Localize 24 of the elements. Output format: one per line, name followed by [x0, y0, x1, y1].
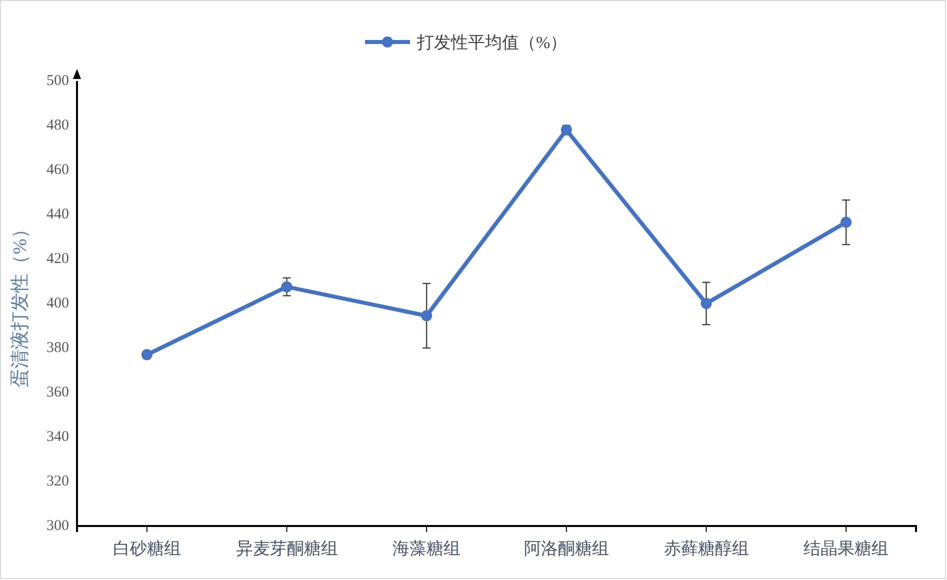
- y-tick-label: 440: [46, 206, 69, 222]
- y-axis-title: 蛋清液打发性（%）: [9, 220, 31, 388]
- y-tick-label: 300: [46, 518, 69, 534]
- x-tick-label: 赤藓糖醇组: [664, 539, 749, 558]
- legend-label: 打发性平均值（%）: [416, 33, 568, 52]
- y-tick-label: 380: [46, 340, 69, 356]
- x-tick-label: 海藻糖组: [392, 539, 461, 558]
- y-tick-label: 340: [46, 429, 69, 445]
- x-tick-label: 白砂糖组: [112, 539, 181, 558]
- x-tick-label: 异麦芽酮糖组: [236, 539, 338, 558]
- y-tick-label: 420: [46, 251, 69, 267]
- y-tick-label: 320: [46, 474, 69, 490]
- point: [421, 310, 432, 322]
- y-tick-label: 400: [46, 296, 69, 312]
- y-tick-label: 500: [46, 73, 69, 89]
- point: [141, 349, 152, 360]
- point: [700, 298, 712, 309]
- point: [281, 281, 292, 292]
- y-tick-label: 480: [46, 118, 69, 134]
- x-tick-label: 结晶果糖组: [804, 539, 889, 558]
- x-tick-label: 阿洛酮糖组: [524, 539, 609, 558]
- y-tick-label: 460: [46, 162, 69, 178]
- y-tick-label: 360: [46, 384, 69, 400]
- point: [840, 216, 852, 228]
